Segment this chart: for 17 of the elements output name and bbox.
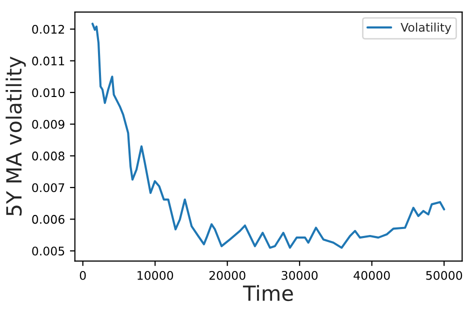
x-tick-label: 20000 <box>209 270 246 280</box>
x-tick-label: 0 <box>80 270 86 280</box>
x-axis-title: Time <box>242 284 293 302</box>
y-tick-label: 0.006 <box>32 214 64 224</box>
legend-label: Volatility <box>400 22 452 34</box>
x-tick-label: 30000 <box>282 270 318 280</box>
y-tick-label: 0.012 <box>32 24 64 34</box>
y-tick-label: 0.010 <box>32 88 64 98</box>
y-tick-label: 0.009 <box>32 120 64 129</box>
x-tick-label: 10000 <box>138 270 174 280</box>
y-tick-label: 0.008 <box>32 152 64 160</box>
y-tick-label: 0.005 <box>32 246 64 256</box>
x-tick-label: 40000 <box>354 270 390 280</box>
x-tick-label: 50000 <box>426 270 462 280</box>
y-tick-label: 0.007 <box>32 183 64 192</box>
y-axis-title: 5Y MA volatility <box>6 56 26 216</box>
y-tick-label: 0.011 <box>32 56 64 66</box>
